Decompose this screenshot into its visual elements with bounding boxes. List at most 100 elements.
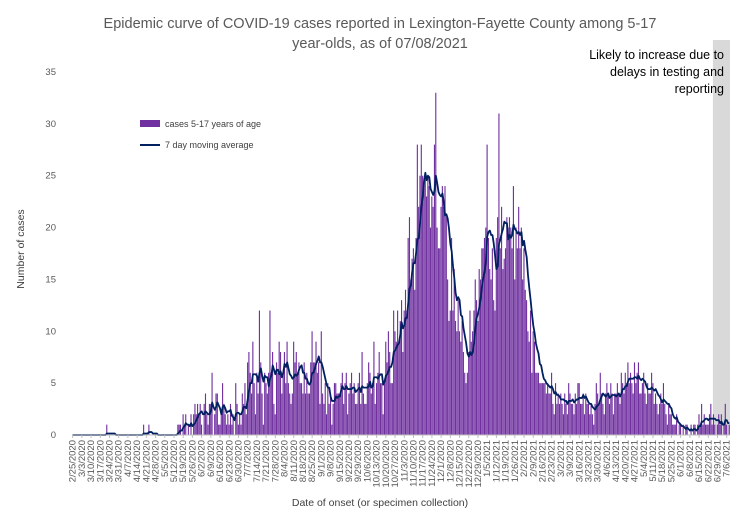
bar	[372, 383, 374, 435]
bar	[441, 186, 443, 435]
x-tick-label: 4/27/2021	[630, 440, 641, 482]
bar	[229, 403, 232, 435]
bar	[619, 403, 621, 435]
chart-title-line-1: Epidemic curve of COVID-19 cases reporte…	[104, 16, 657, 32]
bar	[466, 372, 468, 435]
bar	[593, 424, 595, 435]
bar	[670, 414, 672, 435]
x-tick-label: 5/19/2020	[178, 440, 189, 482]
bar	[403, 310, 405, 435]
bar	[253, 383, 255, 435]
bar	[303, 362, 305, 435]
bar	[231, 424, 233, 435]
bar	[224, 414, 226, 435]
bar	[511, 248, 513, 435]
bar	[508, 217, 511, 435]
bar	[250, 393, 253, 435]
bar	[608, 403, 611, 435]
bar	[674, 424, 676, 435]
bar	[497, 217, 499, 435]
bar	[585, 393, 587, 435]
bar	[474, 279, 476, 435]
x-tick-label: 4/6/2021	[602, 440, 613, 477]
x-tick-label: 11/17/2020	[418, 440, 429, 487]
bar	[716, 424, 718, 435]
bar	[390, 383, 392, 435]
bar	[457, 300, 459, 435]
bar	[187, 424, 189, 435]
bar	[239, 414, 241, 435]
x-tick-label: 6/23/2020	[224, 440, 235, 482]
x-tick-label: 3/3/2020	[77, 440, 88, 477]
bar	[329, 393, 332, 435]
bar	[490, 279, 492, 435]
bar	[178, 424, 180, 435]
y-tick-label: 5	[51, 378, 56, 389]
x-tick-label: 3/2/2021	[556, 440, 567, 477]
bar	[599, 372, 601, 435]
x-tick-label: 8/4/2020	[280, 440, 291, 477]
bar	[614, 393, 616, 435]
bar	[287, 383, 289, 435]
x-tick-label: 2/9/2021	[528, 440, 539, 477]
bar	[177, 424, 179, 435]
bar	[289, 393, 291, 435]
bar	[327, 383, 329, 435]
bar	[383, 383, 386, 435]
bar	[649, 393, 651, 435]
bar	[662, 383, 664, 435]
bar	[218, 424, 220, 435]
bar	[262, 424, 264, 435]
bar	[307, 393, 309, 435]
bar	[543, 383, 545, 435]
bar	[493, 300, 495, 435]
bar	[291, 393, 293, 435]
bar	[223, 403, 225, 435]
bar	[703, 414, 705, 435]
bar	[540, 383, 542, 435]
bar	[449, 310, 451, 435]
bar	[549, 393, 551, 435]
bar	[678, 424, 680, 435]
bar	[624, 372, 626, 435]
bar	[418, 206, 420, 435]
bar	[647, 383, 649, 435]
bar	[468, 352, 470, 435]
bar	[557, 393, 559, 435]
bar	[310, 362, 312, 435]
bar	[660, 393, 662, 435]
bar	[644, 393, 646, 435]
bar	[518, 206, 520, 435]
x-tick-label: 5/5/2020	[160, 440, 171, 477]
bar	[377, 372, 379, 435]
bar	[260, 362, 262, 435]
bar	[279, 352, 282, 435]
bar	[216, 393, 218, 435]
x-tick-label: 2/2/2021	[519, 440, 530, 477]
bar	[435, 92, 437, 436]
x-tick-label: 6/29/2021	[713, 440, 724, 482]
bar	[676, 414, 678, 435]
bar	[391, 383, 393, 435]
bar	[632, 393, 634, 435]
x-tick-label: 6/2/2020	[197, 440, 208, 477]
bar	[591, 414, 593, 435]
bar	[558, 403, 561, 435]
x-tick-label: 9/29/2020	[353, 440, 364, 482]
bar	[528, 341, 530, 435]
bar	[273, 403, 275, 435]
bar	[194, 403, 196, 435]
bar	[706, 424, 708, 435]
bar	[611, 393, 613, 435]
bar	[264, 372, 266, 435]
x-tick-label: 8/11/2020	[289, 440, 300, 482]
bar	[331, 424, 333, 435]
bar	[401, 300, 403, 435]
bar	[628, 383, 630, 435]
bar	[266, 393, 268, 435]
y-axis-ticks: 0 5 10 15 20 25 30 35	[45, 67, 56, 441]
bar	[602, 403, 604, 435]
y-tick-label: 10	[45, 326, 56, 337]
bar	[485, 227, 487, 435]
bar	[532, 331, 534, 435]
